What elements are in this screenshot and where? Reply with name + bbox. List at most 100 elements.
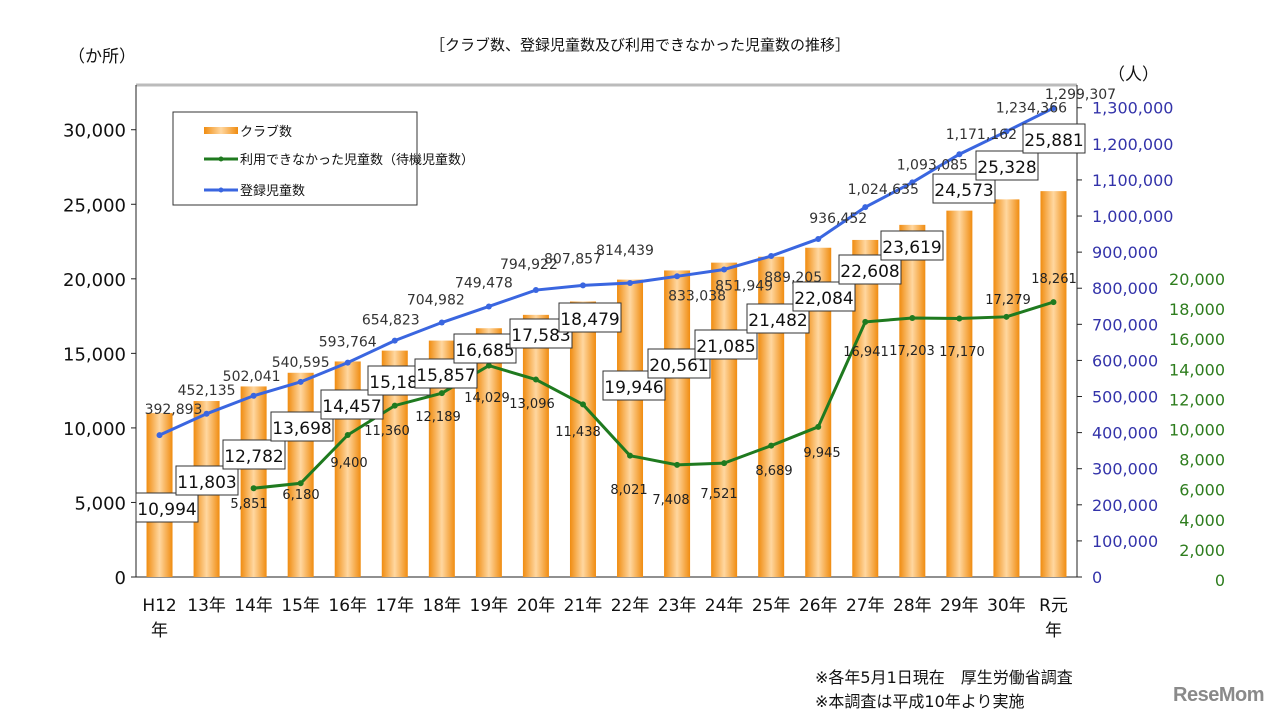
waiting-children-data-label: 8,689 bbox=[755, 464, 792, 479]
waiting-children-data-label: 17,170 bbox=[939, 345, 985, 360]
right-blue-tick-label: 500,000 bbox=[1092, 388, 1158, 407]
x-tick-label: 18年 bbox=[423, 596, 462, 616]
registered-children-point bbox=[297, 378, 304, 385]
waiting-children-data-label: 9,945 bbox=[803, 446, 840, 461]
right-blue-tick-label: 600,000 bbox=[1092, 351, 1158, 370]
club-count-label-box bbox=[135, 492, 199, 523]
registered-children-data-label: 833,038 bbox=[668, 288, 726, 304]
note-survey-date: ※各年5月1日現在 厚生労働省調査 bbox=[815, 668, 1073, 687]
waiting-children-data-label: 5,851 bbox=[230, 497, 267, 512]
club-count-data-label: 17,583 bbox=[511, 326, 570, 346]
waiting-children-point bbox=[344, 432, 351, 438]
club-count-data-label: 25,881 bbox=[1024, 131, 1083, 151]
x-tick-label: 年 bbox=[151, 621, 168, 641]
resemom-logo: ReseMom bbox=[1173, 684, 1264, 706]
registered-children-point bbox=[721, 266, 728, 273]
x-tick-label: 23年 bbox=[658, 596, 697, 616]
x-tick-label: 29年 bbox=[940, 596, 979, 616]
waiting-children-point bbox=[579, 401, 586, 408]
registered-children-point bbox=[674, 273, 681, 280]
right-green-tick-label: 20,000 bbox=[1169, 270, 1225, 289]
registered-children-point bbox=[909, 179, 916, 186]
bar-club-count bbox=[240, 386, 267, 577]
waiting-children-point bbox=[909, 314, 916, 321]
waiting-children-point bbox=[674, 461, 681, 468]
waiting-children-data-label: 17,203 bbox=[889, 344, 935, 359]
left-tick-label: 30,000 bbox=[63, 121, 126, 142]
waiting-children-point bbox=[297, 480, 304, 487]
registered-children-data-label: 1,299,307 bbox=[1045, 87, 1116, 103]
right-blue-tick-label: 700,000 bbox=[1092, 315, 1158, 334]
registered-children-data-label: 593,764 bbox=[319, 335, 377, 351]
waiting-children-point bbox=[627, 452, 634, 459]
club-count-label-box bbox=[694, 329, 758, 360]
waiting-children-data-label: 11,438 bbox=[555, 425, 601, 440]
right-blue-tick-label: 100,000 bbox=[1092, 532, 1158, 551]
club-count-label-box bbox=[558, 302, 622, 333]
right-green-tick-label: 10,000 bbox=[1169, 421, 1225, 440]
waiting-children-data-label: 13,096 bbox=[509, 397, 555, 412]
club-count-data-label: 12,782 bbox=[224, 447, 283, 467]
registered-children-data-label: 1,093,085 bbox=[897, 157, 968, 173]
registered-children-point bbox=[391, 337, 398, 344]
right-blue-tick-label: 0 bbox=[1092, 568, 1102, 587]
right-blue-tick-label: 1,000,000 bbox=[1092, 207, 1173, 226]
registered-children-point bbox=[344, 359, 351, 366]
bar-club-count bbox=[899, 224, 926, 577]
bar-club-count bbox=[852, 239, 879, 577]
x-tick-label: 24年 bbox=[705, 596, 744, 616]
right-blue-tick-label: 1,200,000 bbox=[1092, 135, 1173, 154]
registered-children-point bbox=[768, 253, 775, 260]
bar-club-count bbox=[993, 199, 1020, 577]
right-blue-tick-label: 1,100,000 bbox=[1092, 171, 1173, 190]
waiting-children-data-label: 12,189 bbox=[415, 410, 461, 425]
x-tick-label: R元 bbox=[1039, 596, 1068, 616]
registered-children-data-label: 392,893 bbox=[145, 402, 203, 418]
registered-children-point bbox=[815, 235, 822, 242]
waiting-children-point bbox=[721, 460, 728, 467]
waiting-children-point bbox=[862, 318, 869, 325]
legend-label-waiting-children: 利用できなかった児童数（待機児童数） bbox=[240, 152, 474, 168]
waiting-children-point bbox=[391, 402, 398, 409]
right-green-tick-label: 14,000 bbox=[1169, 360, 1225, 379]
registered-children-data-label: 452,135 bbox=[178, 383, 236, 399]
club-count-label-box bbox=[975, 150, 1039, 181]
x-tick-label: 30年 bbox=[987, 596, 1026, 616]
registered-children-point bbox=[203, 410, 210, 417]
waiting-children-data-label: 17,279 bbox=[985, 293, 1031, 308]
club-count-data-label: 25,328 bbox=[977, 158, 1036, 178]
right-green-tick-label: 0 bbox=[1215, 571, 1225, 590]
x-tick-label: 16年 bbox=[328, 596, 367, 616]
right-blue-tick-label: 200,000 bbox=[1092, 496, 1158, 515]
registered-children-data-label: 502,041 bbox=[223, 369, 281, 385]
right-green-tick-label: 6,000 bbox=[1179, 481, 1225, 500]
club-count-data-label: 22,084 bbox=[794, 289, 853, 309]
legend-swatch-club-count bbox=[204, 127, 238, 134]
x-tick-label: H12 bbox=[142, 596, 176, 616]
bar-club-count bbox=[711, 262, 738, 577]
waiting-children-data-label: 7,408 bbox=[652, 493, 689, 508]
bar-club-count bbox=[664, 270, 691, 577]
x-tick-label: 13年 bbox=[187, 596, 226, 616]
registered-children-point bbox=[627, 280, 634, 287]
club-count-data-label: 15,857 bbox=[416, 366, 475, 386]
registered-children-point bbox=[862, 204, 869, 211]
bar-club-count bbox=[569, 301, 596, 577]
x-tick-label: 28年 bbox=[893, 596, 932, 616]
club-count-label-box bbox=[792, 281, 856, 312]
club-count-label-box bbox=[453, 333, 517, 364]
x-tick-label: 25年 bbox=[752, 596, 791, 616]
note-survey-start: ※本調査は平成10年より実施 bbox=[815, 692, 1025, 711]
right-green-tick-label: 2,000 bbox=[1179, 541, 1225, 560]
legend-label-registered-children: 登録児童数 bbox=[240, 183, 305, 199]
left-tick-label: 5,000 bbox=[74, 493, 126, 514]
right-blue-tick-label: 800,000 bbox=[1092, 279, 1158, 298]
registered-children-data-label: 704,982 bbox=[407, 293, 465, 309]
club-count-data-label: 18,479 bbox=[560, 310, 619, 330]
waiting-children-point bbox=[250, 485, 257, 492]
x-tick-label: 14年 bbox=[234, 596, 273, 616]
waiting-children-point bbox=[438, 390, 445, 397]
waiting-children-data-label: 11,360 bbox=[364, 424, 410, 439]
registered-children-point bbox=[156, 432, 163, 439]
registered-children-data-label: 1,024,635 bbox=[848, 182, 919, 198]
